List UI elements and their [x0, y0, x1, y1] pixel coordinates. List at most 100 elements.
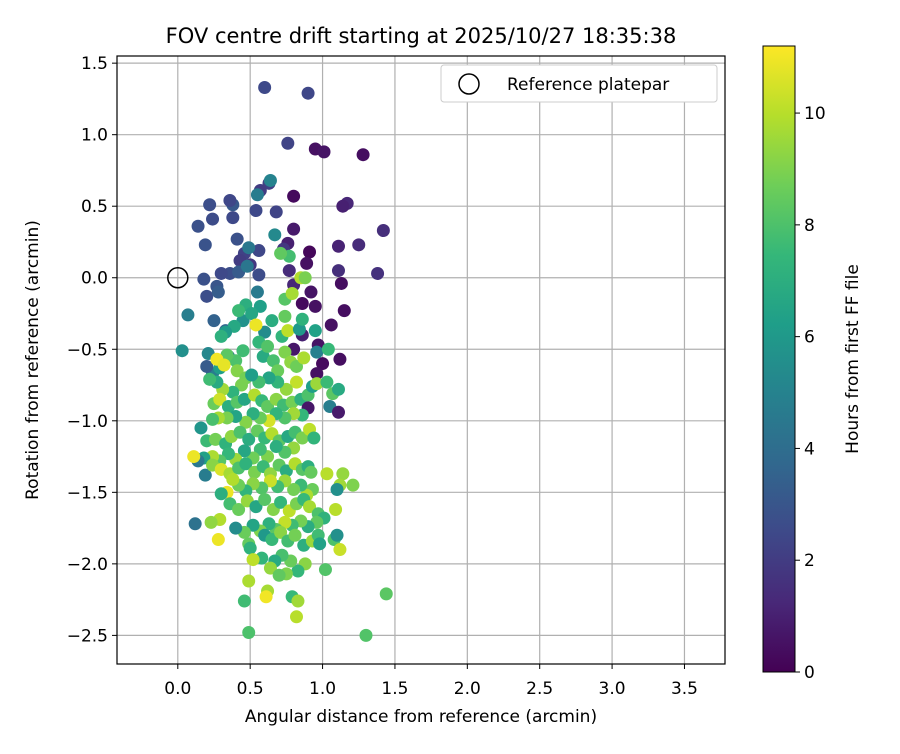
data-point: [256, 349, 270, 363]
data-point: [287, 222, 301, 236]
data-point: [236, 344, 250, 358]
data-point: [208, 432, 222, 446]
data-point: [297, 351, 311, 365]
data-point: [278, 345, 292, 359]
data-point: [226, 211, 240, 225]
data-point: [198, 468, 212, 482]
x-axis-label: Angular distance from reference (arcmin): [245, 707, 597, 727]
data-point: [245, 368, 259, 382]
data-point: [250, 188, 264, 202]
reference-marker: [167, 266, 189, 289]
data-point: [272, 568, 286, 582]
data-point: [304, 285, 318, 299]
data-point: [313, 537, 327, 551]
data-point: [242, 432, 256, 446]
data-point: [359, 628, 373, 642]
data-point: [278, 515, 292, 529]
y-axis-label: Rotation from reference (arcmin): [23, 220, 43, 500]
data-point: [188, 517, 202, 531]
data-point: [237, 444, 251, 458]
data-points: [175, 80, 393, 642]
y-tick-label: −2.0: [67, 555, 108, 575]
legend-box: [440, 64, 718, 103]
data-point: [329, 502, 343, 516]
y-tick-label: −1.0: [67, 412, 108, 432]
data-point: [266, 354, 280, 368]
data-point: [320, 375, 334, 389]
data-point: [253, 299, 267, 313]
data-point: [253, 442, 267, 456]
x-tick-label: 2.5: [526, 679, 553, 699]
plot-frame: [116, 55, 726, 665]
y-tick-label: −0.5: [67, 340, 108, 360]
data-point: [259, 590, 273, 604]
data-point: [310, 345, 324, 359]
data-point: [263, 561, 277, 575]
data-point: [317, 145, 331, 159]
data-point: [249, 204, 263, 218]
data-point: [331, 382, 345, 396]
data-point: [230, 232, 244, 246]
data-point: [291, 594, 305, 608]
data-point: [233, 425, 247, 439]
data-point: [240, 259, 254, 273]
data-point: [252, 244, 266, 258]
data-point: [239, 415, 253, 429]
data-point: [206, 412, 220, 426]
data-point: [330, 482, 344, 496]
data-point: [246, 553, 260, 567]
data-point: [221, 447, 235, 461]
data-point: [213, 392, 227, 406]
data-point: [287, 482, 301, 496]
data-point: [187, 450, 201, 464]
data-point: [316, 357, 330, 371]
x-tick-label: 0.5: [237, 679, 264, 699]
data-point: [287, 189, 301, 203]
data-point: [295, 296, 309, 310]
data-point: [318, 563, 332, 577]
colorbar-tick-label: 2: [804, 551, 815, 571]
legend: Reference platepar: [440, 64, 718, 103]
data-point: [308, 299, 322, 313]
data-point: [198, 238, 212, 252]
data-point: [281, 324, 295, 338]
data-point: [331, 239, 345, 253]
data-point: [214, 266, 228, 280]
x-tick-label: 2.0: [454, 679, 481, 699]
data-point: [379, 587, 393, 601]
data-point: [234, 378, 248, 392]
data-point: [352, 238, 366, 252]
data-point: [237, 594, 251, 608]
data-point: [261, 399, 275, 413]
data-point: [282, 264, 296, 278]
data-point: [331, 264, 345, 278]
data-point: [346, 478, 360, 492]
colorbar-tick-label: 10: [804, 104, 826, 124]
data-point: [290, 359, 304, 373]
data-point: [356, 148, 370, 162]
data-point: [303, 245, 317, 259]
data-point: [262, 371, 276, 385]
data-point: [265, 314, 279, 328]
data-point: [226, 472, 240, 486]
data-point: [278, 309, 292, 323]
x-tick-label: 3.5: [671, 679, 698, 699]
colorbar-tick-label: 8: [804, 216, 815, 236]
data-point: [249, 318, 263, 332]
data-point: [265, 533, 279, 547]
data-point: [214, 487, 228, 501]
y-tick-label: 0.5: [81, 197, 108, 217]
data-point: [194, 421, 208, 435]
data-point: [232, 304, 246, 318]
data-point: [207, 314, 221, 328]
data-point: [310, 377, 324, 391]
data-point: [242, 626, 256, 640]
data-point: [274, 246, 288, 260]
data-point: [268, 228, 282, 242]
data-point: [203, 372, 217, 386]
reference-platepar-marker: [167, 266, 189, 289]
y-axis-ticks: 1.5 1.0 0.5 0.0 −0.5 −1.0 −1.5 −2.0 −2.5: [67, 54, 117, 646]
data-point: [175, 344, 189, 358]
